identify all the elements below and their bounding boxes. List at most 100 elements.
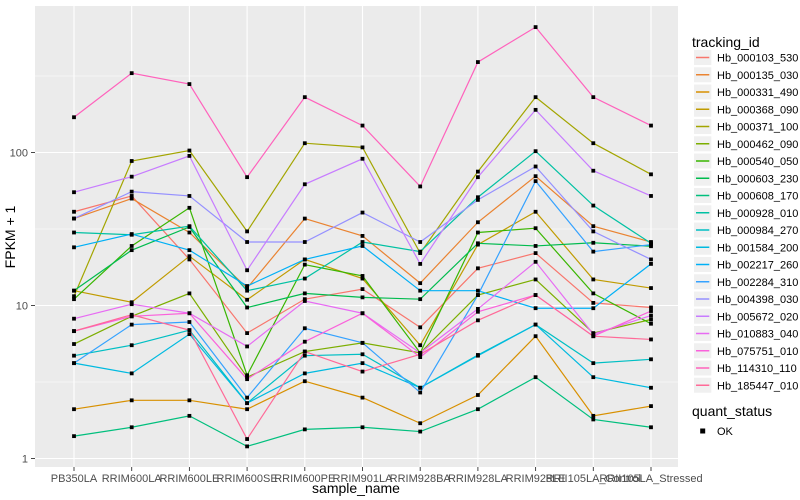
legend-item-label: OK bbox=[717, 426, 734, 438]
legend-item-Hb_002284_310: Hb_002284_310 bbox=[694, 274, 798, 290]
data-point-Hb_000984_270 bbox=[649, 357, 653, 362]
data-point-Hb_010883_040 bbox=[72, 316, 76, 321]
legend-item-label: Hb_000103_530 bbox=[717, 53, 798, 65]
data-point-Hb_000371_100 bbox=[476, 169, 480, 174]
data-point-Hb_000103_530 bbox=[245, 331, 249, 336]
data-point-Hb_000371_100 bbox=[245, 229, 249, 234]
legend-item-Hb_185447_010: Hb_185447_010 bbox=[694, 377, 798, 393]
data-point-Hb_000331_490 bbox=[245, 407, 249, 412]
data-point-Hb_185447_010 bbox=[591, 334, 596, 339]
x-axis-title: sample_name bbox=[312, 480, 400, 496]
data-point-Hb_002284_310 bbox=[129, 322, 134, 327]
legend-item-Hb_002217_260: Hb_002217_260 bbox=[694, 257, 798, 272]
data-point-Hb_000928_010 bbox=[418, 249, 423, 254]
data-point-Hb_010883_040 bbox=[129, 302, 134, 307]
data-point-Hb_185447_010 bbox=[533, 293, 538, 297]
legend-item-Hb_000984_270: Hb_000984_270 bbox=[694, 222, 798, 238]
data-point-Hb_000603_230 bbox=[476, 241, 480, 246]
data-point-Hb_000608_170 bbox=[129, 425, 134, 430]
data-point-Hb_010883_040 bbox=[476, 307, 480, 311]
legend-item-Hb_000928_010: Hb_000928_010 bbox=[694, 205, 798, 221]
legend-item-Hb_000103_530: Hb_000103_530 bbox=[694, 50, 798, 65]
data-point-Hb_114310_110 bbox=[649, 123, 653, 128]
data-point-Hb_001584_200 bbox=[360, 361, 365, 366]
data-point-Hb_075751_010 bbox=[649, 309, 653, 313]
data-point-Hb_000984_270 bbox=[129, 343, 134, 348]
legend-item-Hb_005672_020: Hb_005672_020 bbox=[694, 308, 798, 324]
data-point-Hb_002217_260 bbox=[302, 257, 307, 262]
legend-item-label: Hb_000462_090 bbox=[717, 139, 798, 151]
data-point-Hb_000371_100 bbox=[360, 145, 365, 150]
data-point-Hb_000603_230 bbox=[302, 291, 307, 296]
data-point-Hb_004398_030 bbox=[360, 210, 365, 215]
data-point-Hb_000368_090 bbox=[360, 276, 365, 281]
data-point-Hb_004398_030 bbox=[129, 189, 134, 194]
data-point-Hb_000103_530 bbox=[129, 194, 134, 198]
data-point-Hb_000331_490 bbox=[418, 421, 423, 426]
data-point-Hb_114310_110 bbox=[476, 60, 480, 64]
y-tick-label: 10 bbox=[16, 301, 28, 313]
data-point-Hb_005672_020 bbox=[649, 194, 653, 198]
legend-item-Hb_000462_090: Hb_000462_090 bbox=[694, 136, 798, 152]
data-point-Hb_114310_110 bbox=[129, 71, 134, 76]
data-point-Hb_114310_110 bbox=[591, 95, 596, 100]
data-point-Hb_185447_010 bbox=[72, 329, 76, 334]
data-point-Hb_114310_110 bbox=[418, 184, 423, 189]
data-point-Hb_002217_260 bbox=[72, 245, 76, 250]
data-point-Hb_075751_010 bbox=[245, 377, 249, 382]
data-point-Hb_004398_030 bbox=[302, 240, 307, 244]
data-point-Hb_000462_090 bbox=[533, 277, 538, 282]
data-point-Hb_000371_100 bbox=[187, 148, 192, 153]
legend-item-Hb_001584_200: Hb_001584_200 bbox=[694, 239, 798, 255]
data-point-Hb_002217_260 bbox=[476, 288, 480, 293]
data-point-Hb_185447_010 bbox=[187, 328, 192, 333]
data-point-Hb_002217_260 bbox=[591, 306, 596, 311]
data-point-Hb_000540_050 bbox=[187, 205, 192, 210]
data-point-Hb_000462_090 bbox=[187, 291, 192, 296]
data-point-Hb_114310_110 bbox=[360, 123, 365, 128]
data-point-Hb_002284_310 bbox=[360, 340, 365, 345]
data-point-Hb_185447_010 bbox=[245, 437, 249, 441]
data-point-Hb_002217_260 bbox=[360, 244, 365, 248]
legend-item-Hb_004398_030: Hb_004398_030 bbox=[694, 291, 798, 307]
data-point-Hb_005672_020 bbox=[187, 154, 192, 158]
data-point-Hb_000540_050 bbox=[476, 230, 480, 235]
data-point-Hb_002284_310 bbox=[476, 293, 480, 297]
data-point-Hb_000371_100 bbox=[302, 141, 307, 146]
data-point-Hb_005672_020 bbox=[129, 174, 134, 179]
data-point-Hb_004398_030 bbox=[72, 216, 76, 221]
data-point-Hb_114310_110 bbox=[245, 175, 249, 180]
data-point-Hb_000540_050 bbox=[129, 244, 134, 248]
x-tick-label: RRIM600LA bbox=[102, 473, 163, 485]
x-tick-label: RRII105LA_Control bbox=[546, 473, 641, 485]
data-point-Hb_004398_030 bbox=[476, 198, 480, 202]
data-point-Hb_005672_020 bbox=[533, 107, 538, 112]
data-point-Hb_000103_530 bbox=[72, 209, 76, 214]
data-point-Hb_000603_230 bbox=[129, 248, 134, 253]
legend-item-Hb_000608_170: Hb_000608_170 bbox=[694, 188, 798, 203]
data-point-Hb_010883_040 bbox=[533, 259, 538, 264]
data-point-Hb_000540_050 bbox=[72, 297, 76, 302]
data-point-Hb_002284_310 bbox=[649, 242, 653, 247]
data-point-Hb_000331_490 bbox=[302, 379, 307, 384]
data-point-Hb_185447_010 bbox=[649, 337, 653, 342]
data-point-Hb_000135_030 bbox=[476, 220, 480, 225]
legend-item-label: Hb_000608_170 bbox=[717, 191, 798, 203]
data-point-Hb_000135_030 bbox=[129, 196, 134, 201]
data-point-Hb_004398_030 bbox=[418, 240, 423, 244]
data-point-Hb_000603_230 bbox=[591, 240, 596, 245]
data-point-Hb_001584_200 bbox=[418, 385, 423, 390]
data-point-Hb_000540_050 bbox=[649, 321, 653, 326]
data-point-Hb_000331_490 bbox=[533, 334, 538, 339]
data-point-Hb_000540_050 bbox=[360, 274, 365, 278]
legend-item-label: Hb_000368_090 bbox=[717, 104, 798, 116]
data-point-Hb_000603_230 bbox=[360, 295, 365, 300]
data-point-Hb_075751_010 bbox=[302, 339, 307, 344]
data-point-Hb_000368_090 bbox=[533, 209, 538, 214]
legend-item-label: Hb_000540_050 bbox=[717, 156, 798, 168]
legend-item-Hb_000603_230: Hb_000603_230 bbox=[694, 170, 798, 186]
data-point-Hb_005672_020 bbox=[360, 156, 365, 161]
data-point-Hb_000135_030 bbox=[245, 286, 249, 290]
legend-item-Hb_000368_090: Hb_000368_090 bbox=[694, 101, 798, 117]
legend-title-quant-status: quant_status bbox=[692, 403, 772, 419]
